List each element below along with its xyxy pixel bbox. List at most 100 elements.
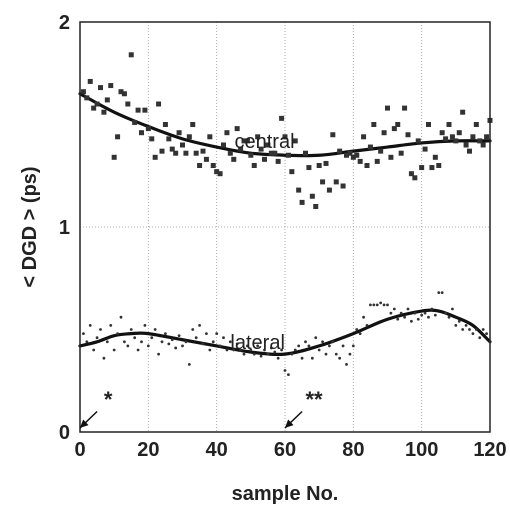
central-point (306, 165, 312, 171)
central-point (439, 130, 445, 136)
central-point (320, 179, 326, 185)
lateral-point (184, 340, 188, 344)
lateral-point (85, 340, 89, 344)
lateral-point (355, 328, 359, 331)
central-point (391, 126, 397, 132)
lateral-point (307, 344, 311, 348)
central-point (402, 105, 408, 111)
central-point (347, 150, 353, 156)
central-point (378, 148, 384, 154)
central-point (381, 130, 387, 136)
lateral-point (140, 340, 143, 344)
central-point (200, 148, 206, 154)
lateral-point (239, 348, 242, 352)
lateral-point (205, 332, 208, 335)
central-point (446, 122, 452, 127)
lateral-point (396, 317, 400, 321)
lateral-point (123, 340, 126, 344)
central-point (405, 132, 411, 138)
lateral-point (433, 313, 437, 317)
lateral-point (403, 315, 406, 319)
lateral-point (170, 338, 174, 342)
lateral-point (269, 346, 273, 350)
x-tick-label: 0 (74, 439, 85, 461)
central-point (234, 126, 240, 132)
central-point (422, 146, 428, 152)
lateral-point (177, 334, 181, 338)
central-point (132, 119, 138, 125)
lateral-point (249, 348, 253, 352)
central-point (337, 148, 343, 154)
central-point (115, 134, 121, 140)
central-point (101, 109, 107, 115)
lateral-point (345, 362, 348, 366)
central-point (340, 183, 346, 189)
central-point (460, 109, 466, 115)
central-point (251, 163, 257, 168)
central-point (449, 134, 455, 140)
central-point (135, 107, 141, 113)
central-point (162, 122, 168, 127)
central-point (265, 142, 271, 148)
lateral-point (454, 324, 458, 327)
lateral-point (399, 311, 403, 315)
tick-labels: 0 20 40 60 80 100 120 0 1 2 (59, 12, 507, 461)
central-point (354, 152, 360, 158)
lateral-point (338, 356, 342, 360)
lateral-fit-curve (78, 308, 492, 357)
central-point (323, 160, 329, 166)
y-tick-label: 1 (59, 217, 70, 239)
central-point (299, 199, 305, 205)
lateral-point (198, 324, 201, 327)
lateral-point (300, 356, 304, 360)
central-point (326, 187, 332, 193)
lateral-point (252, 352, 256, 356)
arrow-double-star-head (285, 419, 294, 428)
lateral-point (461, 328, 465, 331)
arrow-star-head (80, 419, 89, 428)
lateral-point (99, 328, 102, 331)
lateral-point (420, 313, 424, 317)
lateral-point (119, 315, 123, 319)
central-point (333, 179, 339, 185)
central-point (385, 105, 390, 111)
lateral-point (242, 352, 246, 356)
lateral-point (379, 301, 383, 305)
lateral-point (389, 311, 393, 315)
x-axis-title: sample No. (232, 483, 339, 505)
central-point (484, 134, 490, 140)
central-point (190, 122, 196, 127)
central-point (203, 156, 209, 162)
central-point (255, 134, 261, 140)
central-point (463, 142, 469, 148)
lateral-point (215, 332, 219, 335)
central-point (84, 95, 90, 101)
lateral-point (92, 348, 96, 352)
lateral-point (150, 336, 154, 340)
central-point (289, 169, 295, 175)
lateral-point (259, 354, 263, 358)
lateral-point (416, 317, 420, 321)
lateral-point (485, 332, 488, 335)
central-point (303, 150, 308, 156)
lateral-point (369, 303, 372, 307)
lateral-point (222, 336, 225, 340)
lateral-point (468, 328, 471, 331)
central-point (111, 154, 117, 160)
lateral-point (164, 332, 167, 335)
central-point (104, 97, 110, 103)
lateral-point (102, 356, 106, 360)
annotation-star: * (104, 387, 113, 412)
lateral-point (464, 324, 468, 327)
lateral-point (211, 340, 215, 344)
central-point (480, 142, 486, 148)
lateral-point (351, 344, 355, 348)
central-point (374, 158, 380, 164)
lateral-point (317, 348, 321, 352)
lateral-point (437, 291, 441, 294)
lateral-point (174, 346, 178, 350)
lateral-point (341, 344, 345, 348)
lateral-point (201, 342, 205, 346)
central-point (285, 152, 291, 158)
y-axis-title: < DGD > (ps) (19, 166, 41, 287)
